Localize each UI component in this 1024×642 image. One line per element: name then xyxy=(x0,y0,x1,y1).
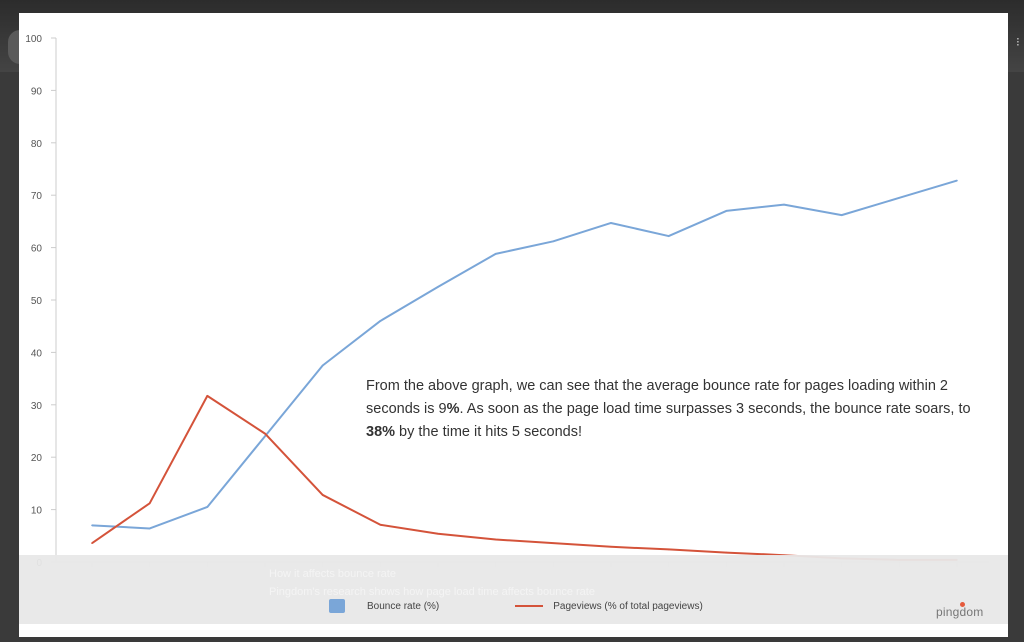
footer-line-2: Pingdom's research shows how page load t… xyxy=(269,586,595,598)
more-menu-icon[interactable]: ⁝ xyxy=(1016,35,1020,49)
bounce-rate-line-point xyxy=(91,524,93,527)
y-tick-label: 10 xyxy=(31,506,43,517)
legend-swatch-bounce xyxy=(329,599,345,613)
bounce-rate-line-point xyxy=(321,364,324,367)
y-tick-label: 50 xyxy=(31,296,43,307)
bounce-rate-line-point xyxy=(956,179,958,182)
pingdom-logo: pingdom xyxy=(936,605,984,619)
bounce-rate-line-point xyxy=(840,214,843,216)
y-tick-label: 70 xyxy=(31,191,43,202)
bounce-rate-line-point xyxy=(783,203,785,206)
chart-annotation: From the above graph, we can see that th… xyxy=(366,375,986,444)
pageviews-line-point xyxy=(667,548,670,551)
pageviews-line-point xyxy=(552,542,555,544)
footer-faded-text: How it affects bounce rate Pingdom's res… xyxy=(269,565,769,601)
y-tick-label: 30 xyxy=(31,401,43,412)
annotation-text-3: by the time it hits 5 seconds! xyxy=(395,424,583,440)
annotation-bold-1: % xyxy=(446,401,460,417)
chart-modal: 0102030405060708090100 1s2s3s4s5s6s7s8s9… xyxy=(19,13,1008,637)
bounce-rate-line-point xyxy=(206,506,209,508)
y-tick-label: 60 xyxy=(31,244,43,255)
pageviews-line-point xyxy=(321,494,324,496)
pageviews-line-point xyxy=(437,532,439,535)
y-axis: 0102030405060708090100 xyxy=(25,34,57,569)
bounce-rate-line-point xyxy=(148,527,151,530)
bounce-rate-line xyxy=(91,179,958,530)
annotation-bold-2: 38% xyxy=(366,424,396,440)
bounce-rate-line-point xyxy=(379,320,382,322)
legend-label-pageviews: Pageviews (% of total pageviews) xyxy=(553,600,703,612)
pageviews-line-point xyxy=(91,542,93,544)
y-tick-label: 90 xyxy=(31,86,43,97)
pingdom-logo-dot xyxy=(960,602,965,607)
bounce-rate-line-point xyxy=(610,222,612,224)
y-tick-label: 40 xyxy=(31,348,43,359)
y-tick-label: 100 xyxy=(25,34,42,45)
footer-line-1: How it affects bounce rate xyxy=(269,568,396,580)
bounce-rate-line-point xyxy=(494,253,497,255)
bounce-rate-line-point xyxy=(437,286,439,288)
bounce-rate-line-point xyxy=(725,210,728,212)
legend-line-pageviews xyxy=(515,605,544,607)
chart-legend: Bounce rate (%) Pageviews (% of total pa… xyxy=(329,596,703,616)
bounce-rate-line-point xyxy=(898,197,901,199)
pageviews-line-point xyxy=(725,551,728,554)
pageviews-line-point xyxy=(610,546,612,548)
pageviews-line-point xyxy=(379,523,382,526)
y-tick-label: 80 xyxy=(31,139,43,150)
pageviews-line-point xyxy=(148,502,151,505)
annotation-text-2: . As soon as the page load time surpasse… xyxy=(459,401,971,417)
bounce-rate-line-point xyxy=(552,240,555,243)
pageviews-line-point xyxy=(264,432,266,435)
pageviews-line-point xyxy=(494,538,497,541)
legend-label-bounce: Bounce rate (%) xyxy=(367,600,440,612)
footer-band: How it affects bounce rate Pingdom's res… xyxy=(19,555,1008,624)
y-tick-label: 20 xyxy=(31,453,43,464)
series-lines xyxy=(91,179,958,561)
line-chart: 0102030405060708090100 1s2s3s4s5s6s7s8s9… xyxy=(25,34,989,569)
pageviews-line-point xyxy=(206,395,209,397)
bounce-rate-line-point xyxy=(667,235,670,237)
bounce-rate-line-point xyxy=(264,435,266,438)
annotation-text-1: From the above graph, we can see that th… xyxy=(366,378,948,417)
